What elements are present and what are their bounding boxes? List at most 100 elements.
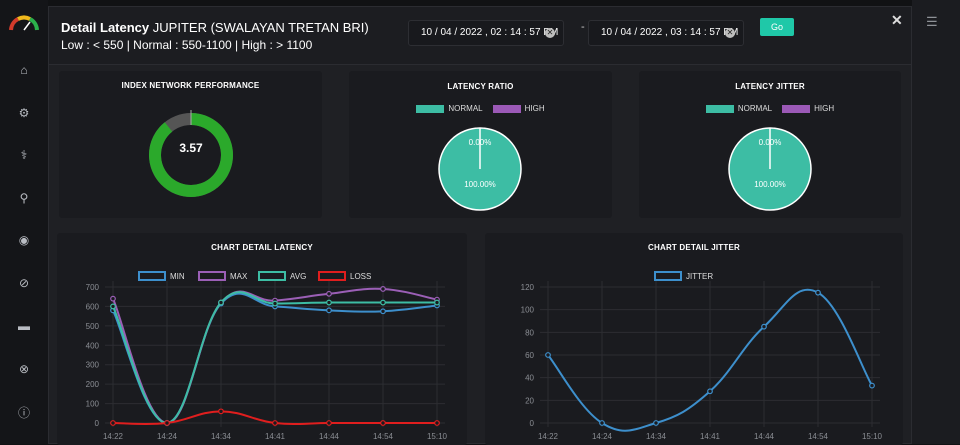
latency-line-chart: 0 100 200 300 400 500 600 700 14:22 14:24 14:34 14:… <box>86 271 448 441</box>
list-menu-icon[interactable]: ☰ <box>926 14 938 29</box>
x-tick-label: 14:22 <box>103 432 124 441</box>
x-tick-label: 14:24 <box>157 432 178 441</box>
search-icon[interactable]: ⚲ <box>19 191 29 205</box>
data-point[interactable] <box>110 420 116 426</box>
legend-avg[interactable]: AVG <box>258 271 306 281</box>
modal-title: Detail Latency JUPITER (SWALAYAN TRETAN … <box>61 20 369 35</box>
y-tick-label: 700 <box>86 283 100 292</box>
data-point[interactable] <box>218 408 224 415</box>
info-icon[interactable]: ⓘ <box>17 405 30 420</box>
x-tick-label: 14:34 <box>646 432 667 441</box>
latency-jitter-pie: 0.00% 100.00% <box>728 127 812 211</box>
pie-label-normal: 100.00% <box>754 180 786 189</box>
series-line-avg <box>112 291 437 425</box>
legend-loss[interactable]: LOSS <box>318 271 371 281</box>
clear-date-from-icon[interactable]: ✕ <box>545 28 555 38</box>
date-to-input[interactable]: 10 / 04 / 2022 , 03 : 14 : 57 PM ✕ <box>588 20 744 46</box>
sidebar: ⌂ ⚙ ⚕ ⚲ ◉ ⊘ ▬ ⊗ ⓘ <box>0 0 48 444</box>
data-point[interactable] <box>380 299 386 306</box>
x-tick-label: 14:44 <box>754 432 775 441</box>
data-point[interactable] <box>380 308 386 315</box>
date-from-value: 10 / 04 / 2022 , 02 : 14 : 57 PM <box>421 27 559 38</box>
data-point[interactable] <box>326 290 332 297</box>
legend-label: AVG <box>290 272 306 281</box>
data-point[interactable] <box>326 420 332 426</box>
stethoscope-icon[interactable]: ⚕ <box>20 148 28 162</box>
index-network-title: INDEX NETWORK PERFORMANCE <box>121 81 260 90</box>
legend-normal[interactable]: NORMAL <box>416 104 483 113</box>
data-point[interactable] <box>380 420 386 426</box>
latency-jitter-panel: LATENCY JITTER NORMAL HIGH 0.00% 100.00% <box>639 71 901 218</box>
block-icon[interactable]: ⊘ <box>18 276 30 290</box>
index-gauge: 3.57 <box>149 110 233 197</box>
jitter-chart-title: CHART DETAIL JITTER <box>648 243 740 252</box>
modal-header: Detail Latency JUPITER (SWALAYAN TRETAN … <box>49 7 911 65</box>
legend-max[interactable]: MAX <box>198 271 248 281</box>
x-tick-label: 14:41 <box>265 432 286 441</box>
data-point[interactable] <box>815 289 821 296</box>
latency-ratio-pie: 0.00% 100.00% <box>438 127 522 211</box>
legend-jitter[interactable]: JITTER <box>654 271 713 281</box>
settings-icon[interactable]: ⚙ <box>18 106 30 120</box>
x-tick-label: 14:44 <box>319 432 340 441</box>
legend-high[interactable]: HIGH <box>492 104 545 113</box>
data-point[interactable] <box>380 286 386 292</box>
y-tick-label: 20 <box>525 396 534 405</box>
jitter-chart-panel: CHART DETAIL JITTER 0 20 40 60 80 100 120 14:22… <box>485 233 903 445</box>
data-point[interactable] <box>761 323 767 330</box>
go-button[interactable]: Go <box>760 18 794 36</box>
folder-icon[interactable]: ▬ <box>18 319 30 333</box>
compass-icon[interactable]: ◉ <box>18 233 30 247</box>
latency-jitter-title: LATENCY JITTER <box>735 82 805 91</box>
latency-ratio-legend: NORMAL HIGH <box>349 104 612 113</box>
legend-min[interactable]: MIN <box>138 271 185 281</box>
pie-label-normal: 100.00% <box>464 180 496 189</box>
close-icon[interactable]: ✕ <box>891 12 903 28</box>
pie-label-high: 0.00% <box>759 138 782 147</box>
data-point[interactable] <box>326 299 332 306</box>
data-point[interactable] <box>869 382 875 389</box>
y-tick-label: 120 <box>521 283 535 292</box>
data-point[interactable] <box>545 352 551 358</box>
data-point[interactable] <box>326 307 332 314</box>
data-point[interactable] <box>110 303 116 310</box>
pie-label-high: 0.00% <box>469 138 492 147</box>
home-icon[interactable]: ⌂ <box>20 63 28 77</box>
background-page <box>912 0 960 444</box>
x-tick-label: 14:54 <box>373 432 394 441</box>
data-point[interactable] <box>164 420 170 426</box>
y-tick-label: 100 <box>521 306 535 315</box>
data-point[interactable] <box>434 299 440 306</box>
y-tick-label: 400 <box>86 341 100 350</box>
x-tick-label: 15:10 <box>427 432 448 441</box>
latency-jitter-legend: NORMAL HIGH <box>639 104 901 113</box>
data-point[interactable] <box>599 420 605 426</box>
title-bold: Detail Latency <box>61 20 150 35</box>
data-point[interactable] <box>653 420 659 426</box>
data-point[interactable] <box>272 300 278 307</box>
clear-date-to-icon[interactable]: ✕ <box>725 28 735 38</box>
y-tick-label: 60 <box>525 351 534 360</box>
jitter-line-chart: 0 20 40 60 80 100 120 14:22 14:24 14:34 14:41 14:44… <box>521 271 883 441</box>
title-site: JUPITER (SWALAYAN TRETAN BRI) <box>152 20 369 35</box>
legend-high[interactable]: HIGH <box>782 104 834 113</box>
legend-normal[interactable]: NORMAL <box>705 104 772 113</box>
latency-ratio-panel: LATENCY RATIO NORMAL HIGH 0.00% 100.00% <box>349 71 612 218</box>
data-point[interactable] <box>110 295 116 302</box>
y-tick-label: 0 <box>530 419 535 428</box>
index-value: 3.57 <box>179 141 203 155</box>
data-point[interactable] <box>434 420 440 426</box>
latency-chart-title: CHART DETAIL LATENCY <box>211 243 313 252</box>
y-tick-label: 100 <box>86 400 100 409</box>
x-tick-label: 14:41 <box>700 432 721 441</box>
data-point[interactable] <box>218 299 224 306</box>
date-to-value: 10 / 04 / 2022 , 03 : 14 : 57 PM <box>601 27 739 38</box>
help-ring-icon[interactable]: ⊗ <box>18 362 30 376</box>
latency-chart-panel: CHART DETAIL LATENCY 0 100 200 300 400 500 600… <box>57 233 467 445</box>
data-point[interactable] <box>272 420 278 426</box>
index-network-panel: INDEX NETWORK PERFORMANCE 3.57 <box>59 71 322 218</box>
detail-latency-modal: Detail Latency JUPITER (SWALAYAN TRETAN … <box>48 6 912 445</box>
x-tick-label: 14:34 <box>211 432 232 441</box>
date-from-input[interactable]: 10 / 04 / 2022 , 02 : 14 : 57 PM ✕ <box>408 20 564 46</box>
data-point[interactable] <box>707 388 713 395</box>
